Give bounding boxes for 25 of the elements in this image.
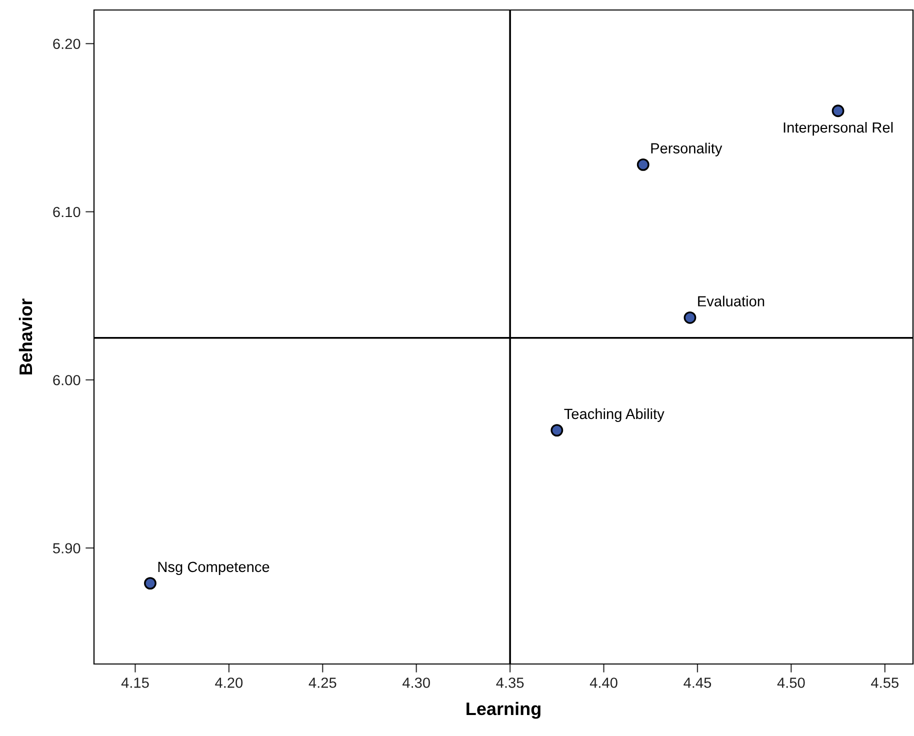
annotation: Personality: [651, 142, 722, 156]
point: [550, 424, 564, 437]
x-tick-label: 4.50: [777, 678, 805, 688]
annotation: Nsg Competence: [158, 562, 270, 575]
x-tick-label: 4.30: [402, 678, 430, 688]
x-tick-label: 4.40: [590, 678, 618, 688]
y-tick-label: 5.90: [53, 543, 80, 554]
y-axis-title: Behavior: [18, 298, 32, 374]
annotation: Interpersonal Rel: [784, 122, 893, 136]
y-tick-label: 6.10: [53, 206, 80, 218]
x-axis-title: Learning: [466, 702, 540, 719]
y-tick-label: 6.20: [53, 38, 80, 50]
x-tick-label: 4.15: [121, 678, 149, 688]
point: [144, 577, 156, 590]
x-tick-label: 4.35: [496, 678, 524, 688]
x-tick-label: 4.45: [684, 678, 712, 688]
point: [684, 311, 696, 324]
annotation: Teaching Ability: [564, 408, 664, 422]
x-tick-label: 4.25: [308, 678, 336, 688]
annotation: Evaluation: [698, 296, 764, 306]
x-tick-label: 4.55: [871, 678, 898, 688]
point: [636, 158, 650, 171]
point: [832, 104, 844, 118]
y-tick-label: 6.00: [53, 374, 80, 386]
x-tick-label: 4.20: [215, 678, 243, 688]
